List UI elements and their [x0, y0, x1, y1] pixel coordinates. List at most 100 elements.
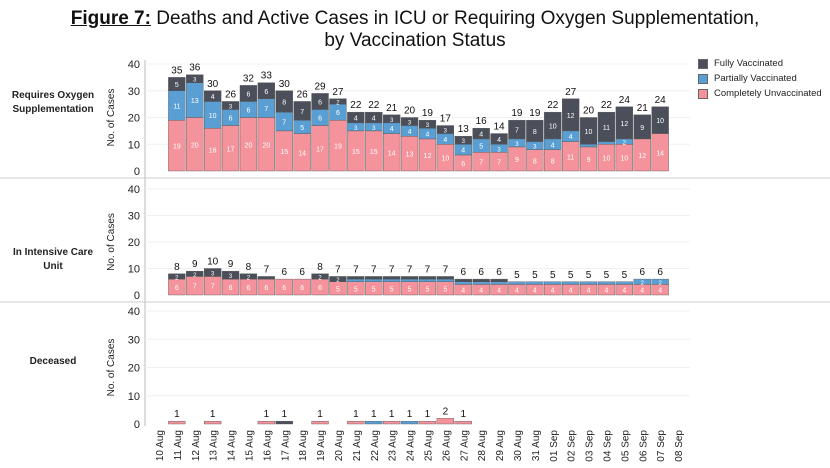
- legend-swatch-fully: [698, 58, 708, 69]
- segment-label: 2: [336, 278, 340, 284]
- total-label: 7: [407, 264, 413, 275]
- bar-segment: [436, 276, 454, 280]
- segment-label: 7: [515, 128, 519, 135]
- bar-segment: [490, 278, 508, 282]
- x-tick-label: 15 Aug: [244, 430, 255, 461]
- total-label: 24: [655, 95, 667, 106]
- segment-label: 10: [603, 156, 611, 163]
- x-tick-label: 30 Aug: [513, 430, 524, 461]
- total-label: 8: [246, 262, 252, 273]
- total-label: 7: [389, 264, 395, 275]
- segment-label: 3: [533, 145, 537, 151]
- segment-label: 4: [622, 288, 626, 295]
- total-label: 2: [443, 406, 449, 417]
- bar-segment: [383, 276, 401, 280]
- total-label: 5: [514, 270, 520, 281]
- bar-segment: [436, 418, 454, 425]
- bar-segment: [508, 281, 526, 285]
- bar-segment: [436, 278, 454, 282]
- x-tick-label: 20 Aug: [334, 430, 345, 461]
- segment-label: 2: [336, 100, 340, 106]
- total-label: 32: [243, 73, 255, 84]
- x-tick-label: 07 Sep: [656, 430, 667, 462]
- bar-segment: [454, 420, 472, 425]
- segment-label: 12: [638, 153, 646, 160]
- panel-label: Requires Oxygen: [12, 90, 94, 101]
- segment-label: 10: [585, 129, 593, 136]
- total-label: 19: [529, 108, 541, 119]
- segment-label: 12: [424, 153, 432, 160]
- bar-segment: [203, 90, 222, 102]
- bar-segment: [383, 420, 401, 425]
- segment-label: 11: [567, 154, 574, 161]
- segment-label: 6: [318, 116, 322, 123]
- total-label: 5: [550, 270, 556, 281]
- total-label: 5: [532, 270, 538, 281]
- total-label: 9: [192, 259, 198, 270]
- segment-label: 14: [298, 150, 306, 157]
- y-tick-label: 10: [128, 264, 140, 276]
- segment-label: 10: [656, 118, 664, 125]
- x-tick-label: 29 Aug: [495, 430, 506, 461]
- legend-label: Completely Unvaccinated: [714, 88, 822, 99]
- bar-segment: [365, 420, 383, 425]
- x-tick-label: 23 Aug: [388, 430, 399, 461]
- bar-segment: [490, 133, 508, 145]
- segment-label: 6: [175, 285, 179, 292]
- y-axis-label: No. of Cases: [106, 89, 117, 147]
- total-label: 1: [317, 409, 323, 420]
- segment-label: 5: [408, 286, 412, 293]
- segment-label: 2: [623, 141, 627, 147]
- x-tick-label: 11 Aug: [173, 430, 184, 460]
- total-label: 7: [353, 264, 359, 275]
- bar-segment: [186, 270, 204, 277]
- total-label: 7: [335, 264, 341, 275]
- chart-title: Figure 7: Deaths and Active Cases in ICU…: [0, 8, 830, 52]
- total-label: 26: [225, 89, 237, 100]
- x-tick-label: 31 Aug: [531, 430, 542, 461]
- segment-label: 2: [318, 275, 322, 281]
- segment-label: 4: [443, 137, 447, 144]
- bar-segment: [633, 278, 651, 285]
- x-tick-label: 17 Aug: [280, 430, 291, 461]
- total-label: 35: [171, 65, 183, 76]
- segment-label: 6: [282, 285, 286, 292]
- segment-label: 14: [656, 150, 664, 157]
- segment-label: 4: [533, 288, 537, 295]
- segment-label: 4: [354, 116, 358, 123]
- legend-item: Completely Unvaccinated: [698, 86, 822, 101]
- segment-label: 4: [425, 132, 429, 139]
- x-tick-label: 18 Aug: [298, 430, 309, 461]
- legend-label: Partially Vaccinated: [714, 73, 797, 84]
- segment-label: 6: [264, 285, 268, 292]
- segment-label: 3: [211, 271, 215, 277]
- segment-label: 4: [497, 137, 501, 144]
- segment-label: 5: [300, 125, 304, 132]
- segment-label: 4: [372, 116, 376, 123]
- bar-segment: [365, 276, 383, 280]
- y-tick-label: 0: [134, 290, 140, 302]
- bar-segment: [579, 117, 598, 145]
- panel-label: Deceased: [30, 356, 77, 367]
- segment-label: 10: [209, 113, 217, 120]
- segment-label: 3: [372, 126, 376, 132]
- segment-label: 17: [227, 146, 235, 153]
- segment-label: 20: [245, 142, 253, 149]
- title-text: Deaths and Active Cases in ICU or Requir…: [150, 8, 760, 29]
- segment-label: 8: [551, 158, 555, 165]
- bar-segment: [400, 278, 419, 282]
- legend-item: Fully Vaccinated: [698, 56, 822, 71]
- total-label: 6: [299, 267, 305, 278]
- x-tick-label: 04 Sep: [602, 430, 613, 462]
- segment-label: 19: [334, 144, 342, 151]
- bar-segment: [526, 281, 544, 285]
- title-line2: by Vaccination Status: [324, 30, 506, 51]
- x-tick-label: 21 Aug: [352, 430, 363, 461]
- y-tick-label: 40: [128, 184, 140, 196]
- y-tick-label: 0: [134, 166, 140, 178]
- total-label: 36: [189, 63, 201, 74]
- segment-label: 10: [441, 156, 449, 163]
- x-tick-label: 12 Aug: [191, 430, 202, 461]
- bar-segment: [454, 281, 472, 285]
- segment-label: 6: [229, 285, 233, 292]
